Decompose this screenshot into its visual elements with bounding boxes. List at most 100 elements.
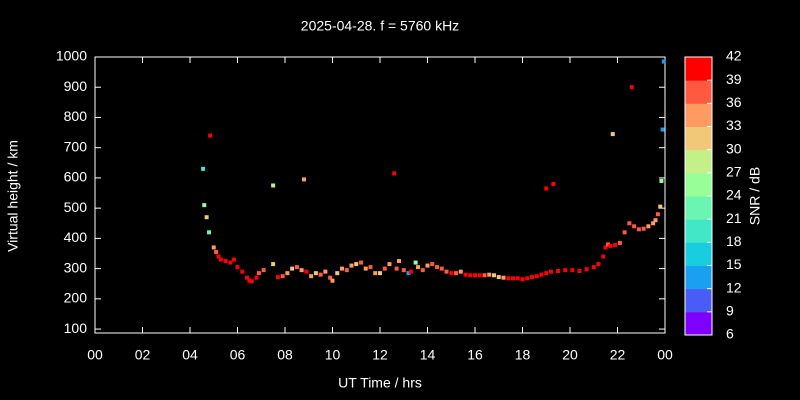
chart-title: 2025-04-28. f = 5760 kHz: [301, 18, 459, 34]
y-tick-label: 500: [64, 199, 88, 215]
scatter-point: [651, 221, 656, 226]
scatter-point: [294, 265, 299, 270]
scatter-point: [430, 262, 435, 267]
colorbar-tick-label: 33: [726, 117, 742, 133]
scatter-point: [641, 226, 646, 231]
scatter-point: [202, 203, 207, 208]
scatter-point: [520, 277, 525, 282]
scatter-point: [570, 268, 575, 273]
scatter-point: [477, 273, 482, 278]
scatter-point: [511, 276, 515, 281]
scatter-point: [439, 266, 444, 271]
scatter-point: [549, 269, 553, 274]
colorbar-band: [685, 311, 712, 336]
colorbar-tick-label: 42: [726, 48, 742, 64]
scatter-point: [646, 224, 651, 229]
scatter-point: [354, 262, 359, 267]
colorbar-tick-label: 39: [726, 71, 742, 87]
scatter-point: [606, 242, 610, 247]
scatter-point: [271, 262, 276, 267]
colorbar-tick-label: 30: [726, 140, 742, 156]
scatter-point: [309, 274, 314, 279]
colorbar-band: [685, 172, 712, 197]
x-axis-label: UT Time / hrs: [338, 375, 422, 391]
colorbar-band: [685, 57, 712, 81]
scatter-point: [449, 271, 454, 276]
colorbar-band: [685, 196, 712, 220]
scatter-point: [240, 269, 245, 274]
colorbar-band: [685, 242, 712, 266]
scatter-point: [551, 181, 556, 186]
scatter-point: [299, 268, 304, 273]
scatter-point: [271, 183, 276, 188]
scatter-point: [660, 127, 665, 132]
scatter-point: [216, 254, 221, 259]
colorbar-tick-label: 6: [726, 326, 734, 342]
scatter-point: [636, 227, 641, 232]
y-tick-label: 300: [64, 259, 88, 275]
y-tick-label: 1000: [56, 48, 87, 64]
scatter-point: [401, 268, 406, 273]
x-tick-label: 06: [230, 347, 246, 363]
x-tick-label: 18: [515, 347, 531, 363]
scatter-point: [211, 245, 216, 250]
scatter-point: [249, 279, 254, 284]
scatter-point: [468, 273, 473, 278]
colorbar-tick-label: 36: [726, 94, 742, 110]
x-tick-label: 12: [372, 347, 388, 363]
x-tick-label: 14: [420, 347, 436, 363]
scatter-point: [335, 271, 340, 276]
x-tick-label: 00: [87, 347, 103, 363]
scatter-point: [658, 204, 663, 209]
scatter-point: [413, 260, 418, 265]
scatter-point: [340, 266, 344, 271]
scatter-point: [435, 265, 439, 270]
scatter-point: [591, 265, 596, 270]
scatter-point: [613, 243, 618, 248]
scatter-point: [328, 275, 333, 280]
scatter-point: [659, 178, 664, 183]
scatter-point: [629, 85, 634, 90]
scatter-point: [285, 271, 290, 276]
scatter-point: [318, 272, 323, 277]
scatter-point: [577, 269, 582, 274]
scatter-point: [515, 276, 520, 281]
scatter-point: [392, 171, 397, 176]
scatter-point: [256, 271, 261, 276]
scatter-point: [363, 266, 368, 271]
scatter-point: [280, 274, 285, 279]
scatter-point: [290, 266, 295, 271]
scatter-point: [397, 259, 401, 264]
y-tick-label: 100: [64, 320, 88, 336]
scatter-point: [223, 259, 228, 264]
scatter-point: [373, 271, 378, 276]
y-tick-label: 900: [64, 78, 88, 94]
x-tick-label: 10: [325, 347, 341, 363]
scatter-point: [201, 166, 206, 171]
x-tick-label: 22: [610, 347, 626, 363]
colorbar-tick-label: 21: [726, 210, 742, 226]
scatter-point: [387, 262, 392, 267]
y-tick-label: 400: [64, 229, 88, 245]
scatter-point: [622, 230, 627, 235]
scatter-point: [661, 59, 666, 64]
scatter-point: [530, 275, 534, 280]
scatter-point: [627, 221, 632, 226]
scatter-point: [235, 265, 240, 270]
colorbar-tick-label: 15: [726, 256, 742, 272]
y-tick-label: 200: [64, 290, 88, 306]
scatter-point: [344, 268, 349, 273]
y-tick-label: 800: [64, 108, 88, 124]
colorbar-band: [685, 149, 712, 174]
scatter-point: [304, 269, 309, 274]
scatter-point: [653, 218, 658, 223]
scatter-point: [207, 230, 211, 235]
scatter-point: [228, 260, 233, 265]
scatter-point: [394, 266, 399, 271]
scatter-point: [563, 268, 568, 273]
colorbar-tick-label: 18: [726, 233, 742, 249]
scatter-point: [617, 240, 622, 245]
